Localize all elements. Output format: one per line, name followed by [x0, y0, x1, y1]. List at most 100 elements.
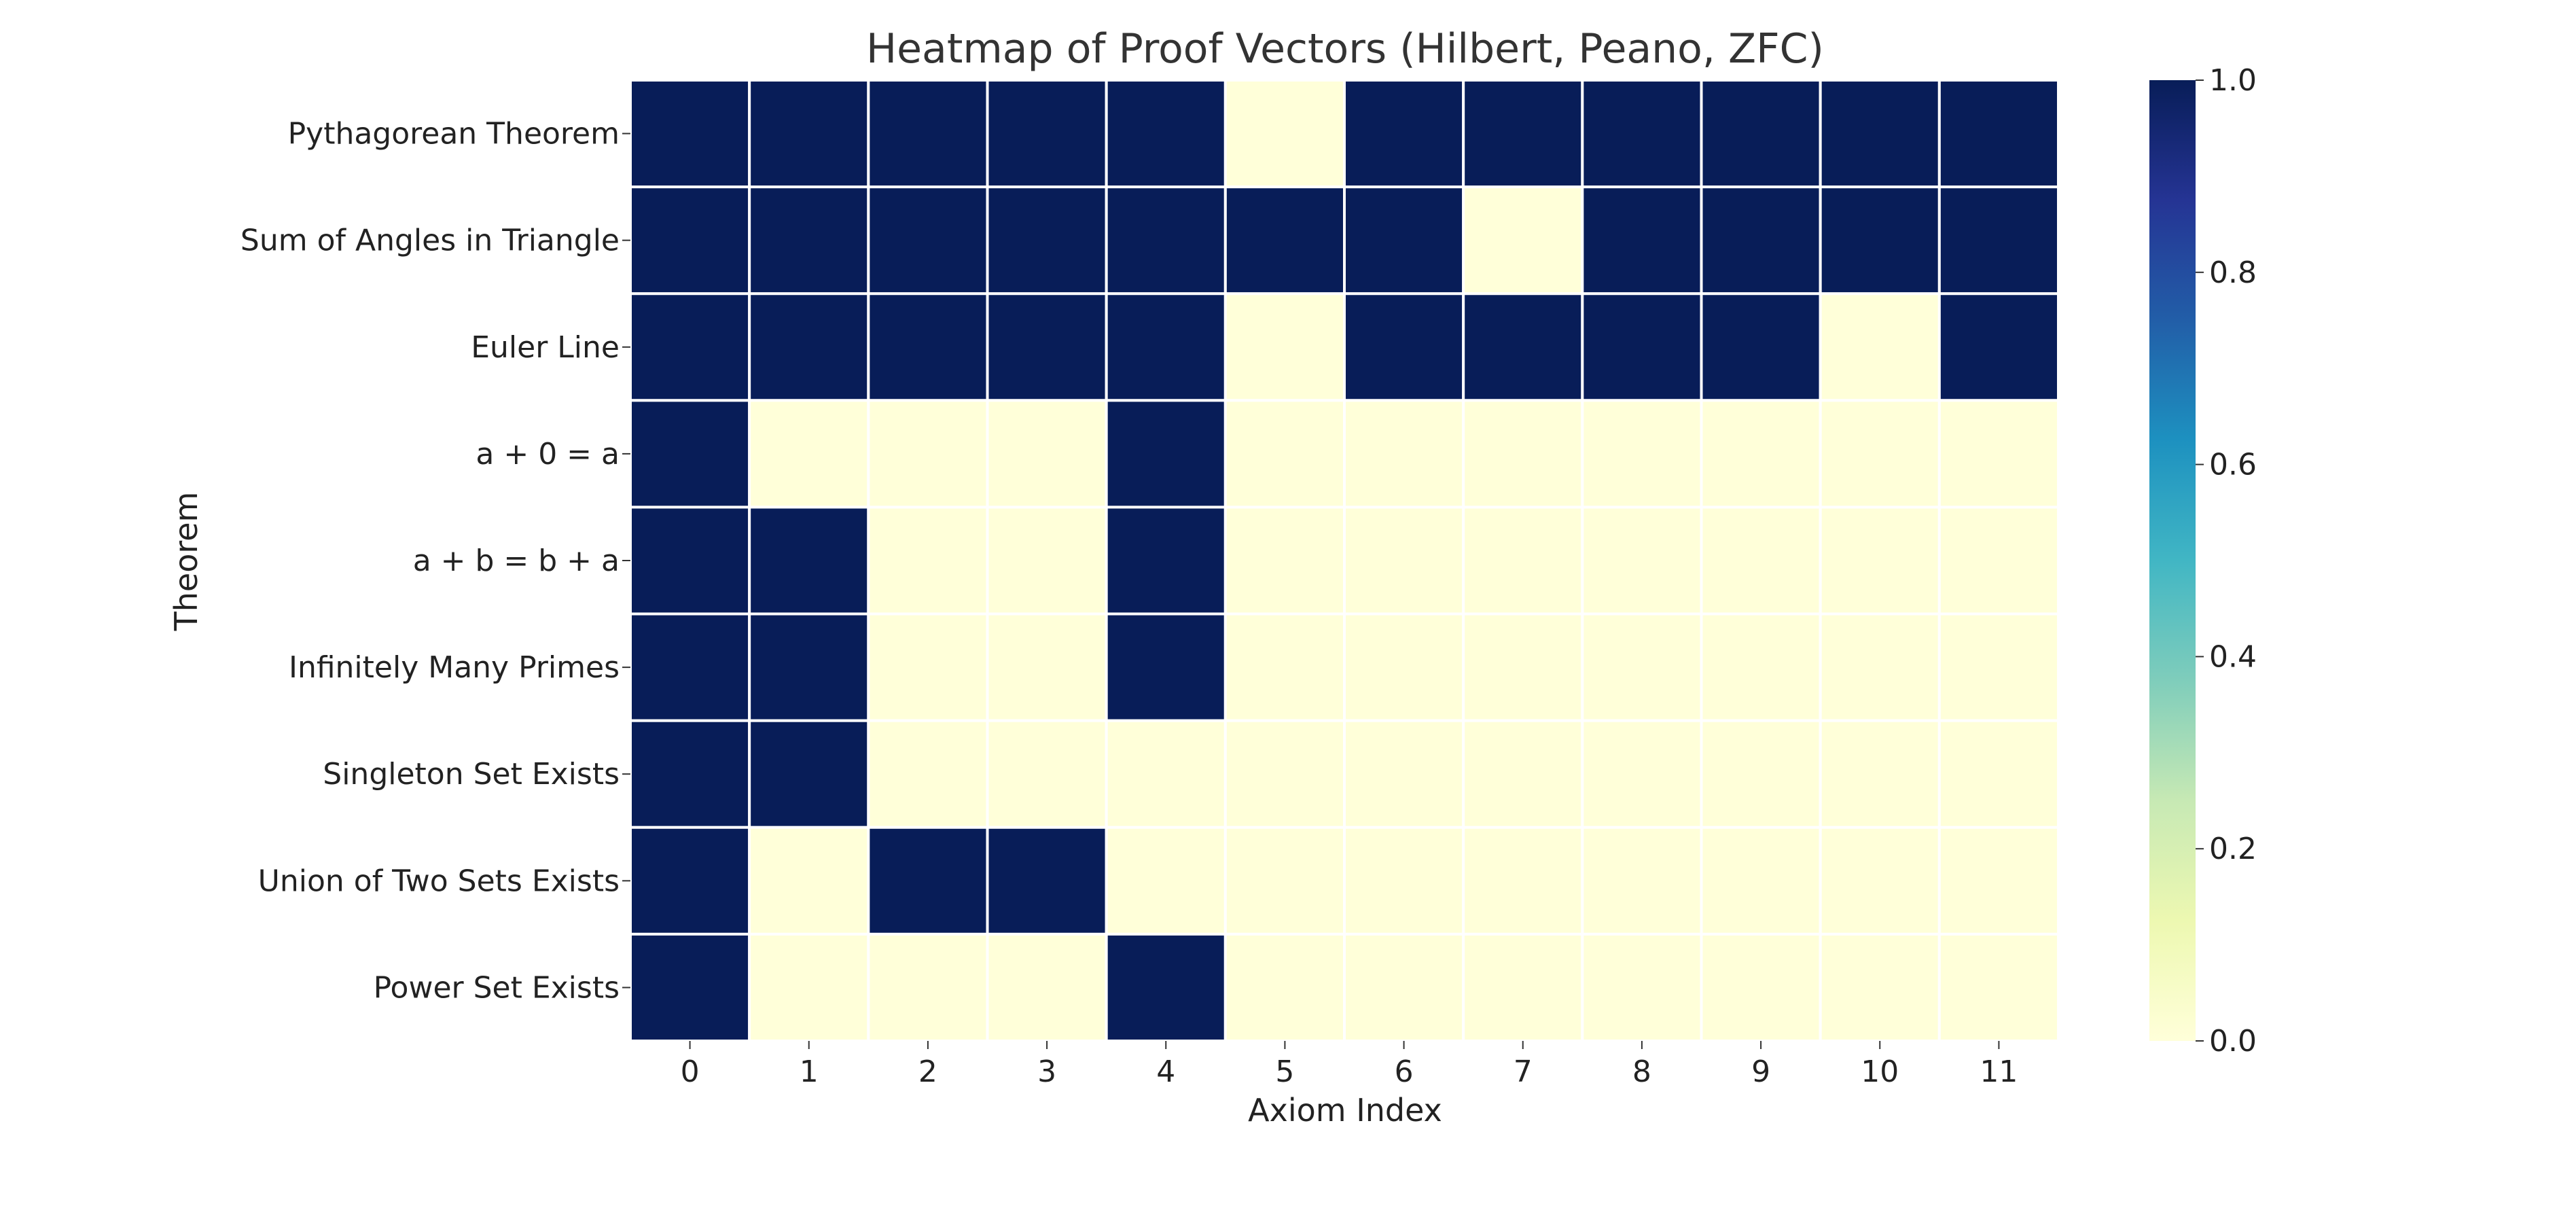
x-tick-label: 8 — [1632, 1054, 1651, 1089]
y-tick-label: Union of Two Sets Exists — [258, 864, 620, 898]
heatmap-cell — [1700, 185, 1822, 296]
heatmap-cell — [1819, 932, 1941, 1043]
heatmap-cell — [1343, 612, 1465, 722]
x-tick-label: 2 — [918, 1054, 937, 1089]
heatmap-cell — [629, 719, 751, 829]
heatmap-cell — [867, 185, 989, 296]
heatmap-cell — [1462, 399, 1584, 509]
heatmap-cell — [1223, 292, 1346, 402]
heatmap-cell — [1223, 826, 1346, 936]
y-tick-label: Euler Line — [471, 330, 620, 365]
heatmap-cell — [986, 79, 1108, 189]
heatmap-cell — [1343, 79, 1465, 189]
heatmap-cell — [1581, 399, 1703, 509]
heatmap-cells — [629, 79, 2060, 1043]
heatmap-cell — [1105, 932, 1227, 1043]
heatmap-cell — [629, 826, 751, 936]
colorbar-tick-label: 0.4 — [2209, 639, 2257, 674]
heatmap-cell — [1819, 506, 1941, 616]
x-tick-label: 1 — [800, 1054, 819, 1089]
colorbar-tick-label: 0.0 — [2209, 1024, 2257, 1059]
heatmap-cell — [1223, 719, 1346, 829]
heatmap-cell — [1581, 292, 1703, 402]
heatmap-cell — [748, 506, 870, 616]
heatmap-cell — [1700, 932, 1822, 1043]
heatmap-cell — [1343, 399, 1465, 509]
y-tick-label: Power Set Exists — [374, 970, 620, 1005]
heatmap-cell — [1462, 79, 1584, 189]
y-tick-label: Singleton Set Exists — [323, 757, 620, 792]
heatmap-cell — [867, 399, 989, 509]
heatmap-cell — [629, 506, 751, 616]
heatmap-cell — [1223, 185, 1346, 296]
heatmap-cell — [1700, 292, 1822, 402]
heatmap-cell — [1223, 79, 1346, 189]
heatmap-cell — [748, 185, 870, 296]
heatmap-cell — [1700, 506, 1822, 616]
heatmap-cell — [748, 719, 870, 829]
heatmap-cell — [1462, 292, 1584, 402]
x-tick-label: 6 — [1395, 1054, 1414, 1089]
heatmap-cell — [1462, 932, 1584, 1043]
heatmap-cell — [1343, 506, 1465, 616]
heatmap-cell — [867, 932, 989, 1043]
heatmap-cell — [748, 399, 870, 509]
heatmap-cell — [629, 292, 751, 402]
heatmap-cell — [1937, 932, 2060, 1043]
heatmap-cell — [1223, 932, 1346, 1043]
heatmap-cell — [1462, 719, 1584, 829]
x-axis-label: Axiom Index — [1248, 1092, 1442, 1129]
heatmap-cell — [1581, 826, 1703, 936]
heatmap-cell — [867, 612, 989, 722]
heatmap-cell — [867, 719, 989, 829]
heatmap-cell — [986, 185, 1108, 296]
heatmap-cell — [1819, 826, 1941, 936]
heatmap-cell — [1105, 399, 1227, 509]
heatmap-cell — [1223, 506, 1346, 616]
heatmap-cell — [1819, 719, 1941, 829]
heatmap-cell — [867, 826, 989, 936]
heatmap-cell — [1343, 826, 1465, 936]
heatmap-cell — [1937, 719, 2060, 829]
y-tick-label: a + b = b + a — [413, 544, 620, 578]
heatmap-cell — [748, 292, 870, 402]
heatmap-cell — [629, 79, 751, 189]
heatmap-cell — [986, 612, 1108, 722]
colorbar-tick-label: 0.2 — [2209, 832, 2257, 866]
heatmap-cell — [1937, 826, 2060, 936]
colorbar-tick-label: 0.8 — [2209, 255, 2257, 290]
heatmap-cell — [1105, 826, 1227, 936]
heatmap-cell — [1105, 185, 1227, 296]
heatmap-cell — [1343, 719, 1465, 829]
heatmap-cell — [986, 292, 1108, 402]
heatmap-cell — [748, 79, 870, 189]
heatmap-cell — [1937, 399, 2060, 509]
x-tick-label: 4 — [1156, 1054, 1175, 1089]
heatmap-cell — [1937, 506, 2060, 616]
heatmap-cell — [1462, 506, 1584, 616]
heatmap-cell — [1581, 506, 1703, 616]
heatmap-cell — [1937, 185, 2060, 296]
x-axis-ticks: 0 1 2 3 4 5 6 7 8 9 10 11 — [681, 1041, 2018, 1089]
heatmap-cell — [1462, 612, 1584, 722]
colorbar-tick-label: 1.0 — [2209, 63, 2257, 98]
heatmap-cell — [867, 292, 989, 402]
heatmap-cell — [1700, 612, 1822, 722]
heatmap-cell — [1462, 185, 1584, 296]
heatmap-cell — [986, 399, 1108, 509]
y-tick-label: a + 0 = a — [476, 437, 620, 472]
x-tick-label: 11 — [1980, 1054, 2018, 1089]
colorbar-ticks: 0.0 0.2 0.4 0.6 0.8 1.0 — [2196, 63, 2257, 1059]
heatmap-cell — [629, 612, 751, 722]
heatmap-cell — [1581, 719, 1703, 829]
heatmap-cell — [1937, 79, 2060, 189]
heatmap-cell — [1700, 79, 1822, 189]
x-tick-label: 10 — [1861, 1054, 1899, 1089]
heatmap-cell — [1937, 612, 2060, 722]
x-tick-label: 5 — [1275, 1054, 1294, 1089]
x-tick-label: 7 — [1514, 1054, 1533, 1089]
heatmap-cell — [1819, 399, 1941, 509]
heatmap-cell — [748, 826, 870, 936]
heatmap-cell — [1937, 292, 2060, 402]
